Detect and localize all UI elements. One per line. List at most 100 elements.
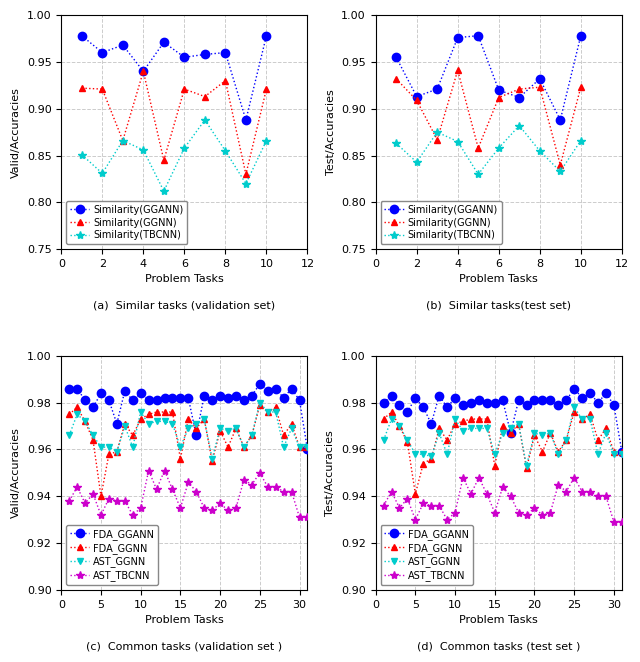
AST_GGNN <box>65 432 73 440</box>
AST_GGNN <box>483 424 491 432</box>
FDA_GGANN <box>602 389 610 397</box>
AST_GGNN <box>491 450 499 458</box>
AST_TBCNN <box>153 485 161 493</box>
FDA_GGNN <box>272 403 280 411</box>
AST_GGNN <box>563 436 570 444</box>
AST_GGNN <box>288 424 296 432</box>
FDA_GGNN <box>248 432 256 440</box>
FDA_GGNN <box>208 457 216 465</box>
AST_TBCNN <box>412 516 419 524</box>
FDA_GGNN <box>200 415 208 423</box>
FDA_GGNN <box>475 415 483 423</box>
FDA_GGANN <box>121 387 129 395</box>
FDA_GGANN <box>224 394 232 402</box>
AST_GGNN <box>579 415 586 423</box>
Similarity(GGNN) <box>180 85 188 93</box>
FDA_GGANN <box>547 397 554 404</box>
Y-axis label: Test/Accuracies: Test/Accuracies <box>326 430 335 516</box>
Similarity(TBCNN) <box>495 144 502 152</box>
AST_GGNN <box>531 429 538 437</box>
AST_GGNN <box>89 432 97 440</box>
Similarity(GGNN) <box>433 136 441 144</box>
FDA_GGANN <box>499 397 506 404</box>
Line: FDA_GGANN: FDA_GGANN <box>380 385 626 456</box>
FDA_GGNN <box>89 436 97 444</box>
Similarity(GGANN) <box>474 32 482 40</box>
Similarity(GGANN) <box>515 93 523 101</box>
AST_TBCNN <box>81 499 89 507</box>
FDA_GGNN <box>499 422 506 430</box>
AST_TBCNN <box>161 467 168 475</box>
FDA_GGANN <box>459 401 467 409</box>
Similarity(GGANN) <box>221 48 229 56</box>
FDA_GGNN <box>288 420 296 428</box>
Similarity(TBCNN) <box>515 122 523 130</box>
FDA_GGNN <box>444 436 451 444</box>
AST_GGNN <box>272 408 280 416</box>
Similarity(GGANN) <box>577 32 584 40</box>
FDA_GGANN <box>65 385 73 393</box>
AST_TBCNN <box>74 483 81 491</box>
AST_TBCNN <box>296 513 303 521</box>
FDA_GGNN <box>193 424 200 432</box>
FDA_GGNN <box>404 438 412 446</box>
Similarity(TBCNN) <box>433 128 441 136</box>
Similarity(GGNN) <box>262 85 270 93</box>
Text: (c)  Common tasks (validation set ): (c) Common tasks (validation set ) <box>86 641 282 651</box>
FDA_GGNN <box>491 462 499 470</box>
FDA_GGANN <box>280 394 287 402</box>
Similarity(GGNN) <box>78 84 86 92</box>
FDA_GGANN <box>161 394 168 402</box>
AST_GGNN <box>388 415 396 423</box>
AST_GGNN <box>507 424 515 432</box>
FDA_GGNN <box>168 408 176 416</box>
AST_TBCNN <box>475 473 483 481</box>
AST_GGNN <box>216 424 224 432</box>
FDA_GGANN <box>193 432 200 440</box>
Legend: FDA_GGANN, FDA_GGNN, AST_GGNN, AST_TBCNN: FDA_GGANN, FDA_GGNN, AST_GGNN, AST_TBCNN <box>66 525 158 585</box>
Similarity(GGNN) <box>160 156 168 164</box>
Similarity(GGNN) <box>474 144 482 152</box>
AST_GGNN <box>515 420 522 428</box>
Similarity(GGNN) <box>515 85 523 93</box>
AST_TBCNN <box>168 485 176 493</box>
AST_GGNN <box>618 450 626 458</box>
AST_TBCNN <box>491 508 499 516</box>
FDA_GGANN <box>610 401 618 409</box>
AST_GGNN <box>547 429 554 437</box>
Similarity(TBCNN) <box>262 136 270 144</box>
AST_GGNN <box>232 424 240 432</box>
FDA_GGANN <box>586 389 594 397</box>
AST_TBCNN <box>515 508 522 516</box>
FDA_GGNN <box>161 408 168 416</box>
X-axis label: Problem Tasks: Problem Tasks <box>460 615 538 625</box>
Line: AST_GGNN: AST_GGNN <box>66 399 311 462</box>
Similarity(GGNN) <box>99 85 106 93</box>
AST_GGNN <box>81 418 89 426</box>
Text: (a)  Similar tasks (validation set): (a) Similar tasks (validation set) <box>93 301 275 310</box>
FDA_GGNN <box>137 415 145 423</box>
AST_GGNN <box>97 443 105 451</box>
Similarity(TBCNN) <box>536 147 543 155</box>
FDA_GGNN <box>81 418 89 426</box>
AST_GGNN <box>475 424 483 432</box>
FDA_GGANN <box>507 429 515 437</box>
AST_GGNN <box>240 443 248 451</box>
AST_GGNN <box>459 427 467 435</box>
Similarity(GGNN) <box>413 97 420 105</box>
Similarity(GGANN) <box>433 85 441 93</box>
FDA_GGANN <box>184 394 192 402</box>
FDA_GGANN <box>74 385 81 393</box>
Similarity(GGANN) <box>536 75 543 83</box>
AST_TBCNN <box>113 497 121 505</box>
AST_GGNN <box>74 410 81 418</box>
AST_TBCNN <box>200 504 208 512</box>
AST_GGNN <box>153 418 161 426</box>
AST_TBCNN <box>499 483 506 491</box>
AST_GGNN <box>129 443 136 451</box>
AST_GGNN <box>168 420 176 428</box>
Similarity(TBCNN) <box>454 138 461 146</box>
AST_TBCNN <box>264 483 271 491</box>
FDA_GGNN <box>65 410 73 418</box>
FDA_GGANN <box>200 392 208 400</box>
